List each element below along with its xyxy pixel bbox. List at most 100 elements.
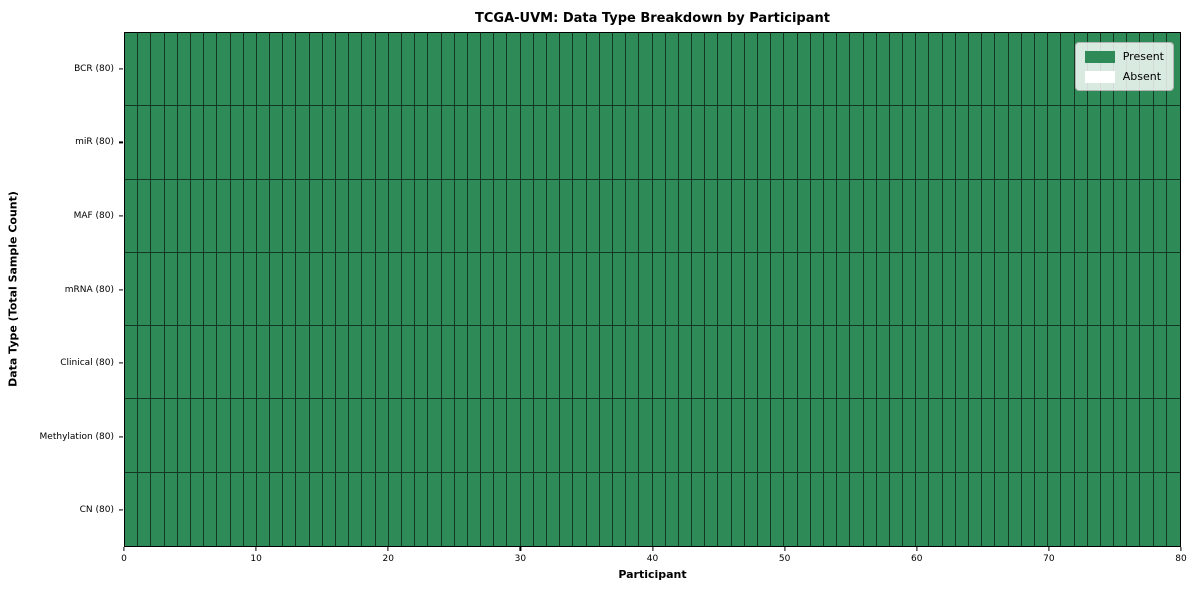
heatmap-cell xyxy=(573,472,587,546)
heatmap-cell xyxy=(283,399,297,473)
heatmap-cell xyxy=(204,252,218,327)
heatmap-cell xyxy=(863,106,877,180)
heatmap-cell xyxy=(138,33,152,107)
heatmap-cell xyxy=(903,472,917,546)
heatmap-cell xyxy=(586,399,600,473)
heatmap-cell xyxy=(705,326,719,400)
heatmap-cell xyxy=(1061,252,1075,327)
heatmap-cell xyxy=(1166,252,1180,327)
x-tick-mark xyxy=(1180,547,1182,551)
heatmap-cell xyxy=(1153,179,1167,253)
heatmap-cell xyxy=(1074,179,1088,253)
heatmap-cell xyxy=(164,106,178,180)
heatmap-cell xyxy=(481,179,495,253)
heatmap-cell xyxy=(876,252,890,327)
heatmap-cell xyxy=(190,326,205,400)
heatmap-cell xyxy=(599,252,613,327)
heatmap-cell xyxy=(270,33,284,107)
heatmap-cell xyxy=(256,33,271,107)
heatmap-cell xyxy=(639,472,653,546)
heatmap-cell xyxy=(1087,179,1101,253)
heatmap-cell xyxy=(270,399,284,473)
heatmap-cell xyxy=(573,399,587,473)
heatmap-cell xyxy=(731,399,745,473)
heatmap-cell xyxy=(639,179,653,253)
x-tick-mark xyxy=(123,547,125,551)
heatmap-cell xyxy=(164,179,178,253)
heatmap-cell xyxy=(283,106,297,180)
heatmap-cell xyxy=(454,326,468,400)
heatmap-cell xyxy=(863,326,877,400)
heatmap-cell xyxy=(599,399,613,473)
heatmap-cell xyxy=(612,326,627,400)
heatmap-cell xyxy=(230,106,244,180)
heatmap-cell xyxy=(955,179,969,253)
heatmap-cell xyxy=(560,252,574,327)
heatmap-cell xyxy=(1087,106,1101,180)
heatmap-cell xyxy=(744,106,758,180)
heatmap-cell xyxy=(151,179,165,253)
heatmap-cell xyxy=(441,179,455,253)
heatmap-cell xyxy=(243,399,257,473)
heatmap-cell xyxy=(573,252,587,327)
heatmap-cell xyxy=(823,179,838,253)
heatmap-cell xyxy=(481,399,495,473)
heatmap-cell xyxy=(362,252,376,327)
heatmap-cell xyxy=(876,106,890,180)
heatmap-cell xyxy=(1166,106,1180,180)
heatmap-cell xyxy=(481,472,495,546)
heatmap-cell xyxy=(217,179,231,253)
heatmap-cell xyxy=(256,399,271,473)
heatmap-cell xyxy=(138,472,152,546)
heatmap-cell xyxy=(533,33,547,107)
heatmap-cell xyxy=(217,326,231,400)
heatmap-cell xyxy=(599,106,613,180)
heatmap-cell xyxy=(876,179,890,253)
heatmap-cell xyxy=(784,472,798,546)
x-tick-label: 30 xyxy=(514,554,527,564)
heatmap-cell xyxy=(889,399,904,473)
heatmap-cell xyxy=(1153,399,1167,473)
heatmap-cell xyxy=(692,179,706,253)
heatmap-cell xyxy=(599,33,613,107)
heatmap-cell xyxy=(322,179,336,253)
legend-label: Present xyxy=(1122,50,1164,63)
heatmap-cell xyxy=(481,33,495,107)
heatmap-cell xyxy=(929,252,943,327)
heatmap-cell xyxy=(969,252,983,327)
heatmap-cell xyxy=(916,326,930,400)
heatmap-cell xyxy=(296,326,310,400)
heatmap-cell xyxy=(520,179,534,253)
heatmap-cell xyxy=(190,33,205,107)
heatmap-cell xyxy=(125,106,139,180)
heatmap-cell xyxy=(850,326,864,400)
heatmap-cell xyxy=(639,326,653,400)
heatmap-cell xyxy=(837,326,851,400)
heatmap-cell xyxy=(204,399,218,473)
heatmap-cell xyxy=(969,326,983,400)
heatmap-cell xyxy=(1034,179,1049,253)
heatmap-cell xyxy=(929,33,943,107)
heatmap-cell xyxy=(599,472,613,546)
heatmap-cell xyxy=(296,106,310,180)
heatmap-cell xyxy=(467,326,482,400)
heatmap-cell xyxy=(428,472,442,546)
heatmap-cell xyxy=(797,106,811,180)
y-tick-label: Clinical (80) xyxy=(60,358,114,369)
heatmap-cell xyxy=(850,252,864,327)
heatmap-cell xyxy=(1021,106,1035,180)
heatmap-cell xyxy=(876,472,890,546)
heatmap-cell xyxy=(1034,472,1049,546)
heatmap-cell xyxy=(533,326,547,400)
heatmap-cell xyxy=(810,252,824,327)
heatmap-cell xyxy=(969,106,983,180)
heatmap-cell xyxy=(744,326,758,400)
heatmap-cell xyxy=(969,399,983,473)
heatmap-cell xyxy=(138,106,152,180)
heatmap-cell xyxy=(995,33,1009,107)
heatmap-cell xyxy=(863,179,877,253)
heatmap-cell xyxy=(1048,106,1062,180)
heatmap-cell xyxy=(560,326,574,400)
heatmap-cell xyxy=(982,399,996,473)
heatmap-cell xyxy=(744,179,758,253)
